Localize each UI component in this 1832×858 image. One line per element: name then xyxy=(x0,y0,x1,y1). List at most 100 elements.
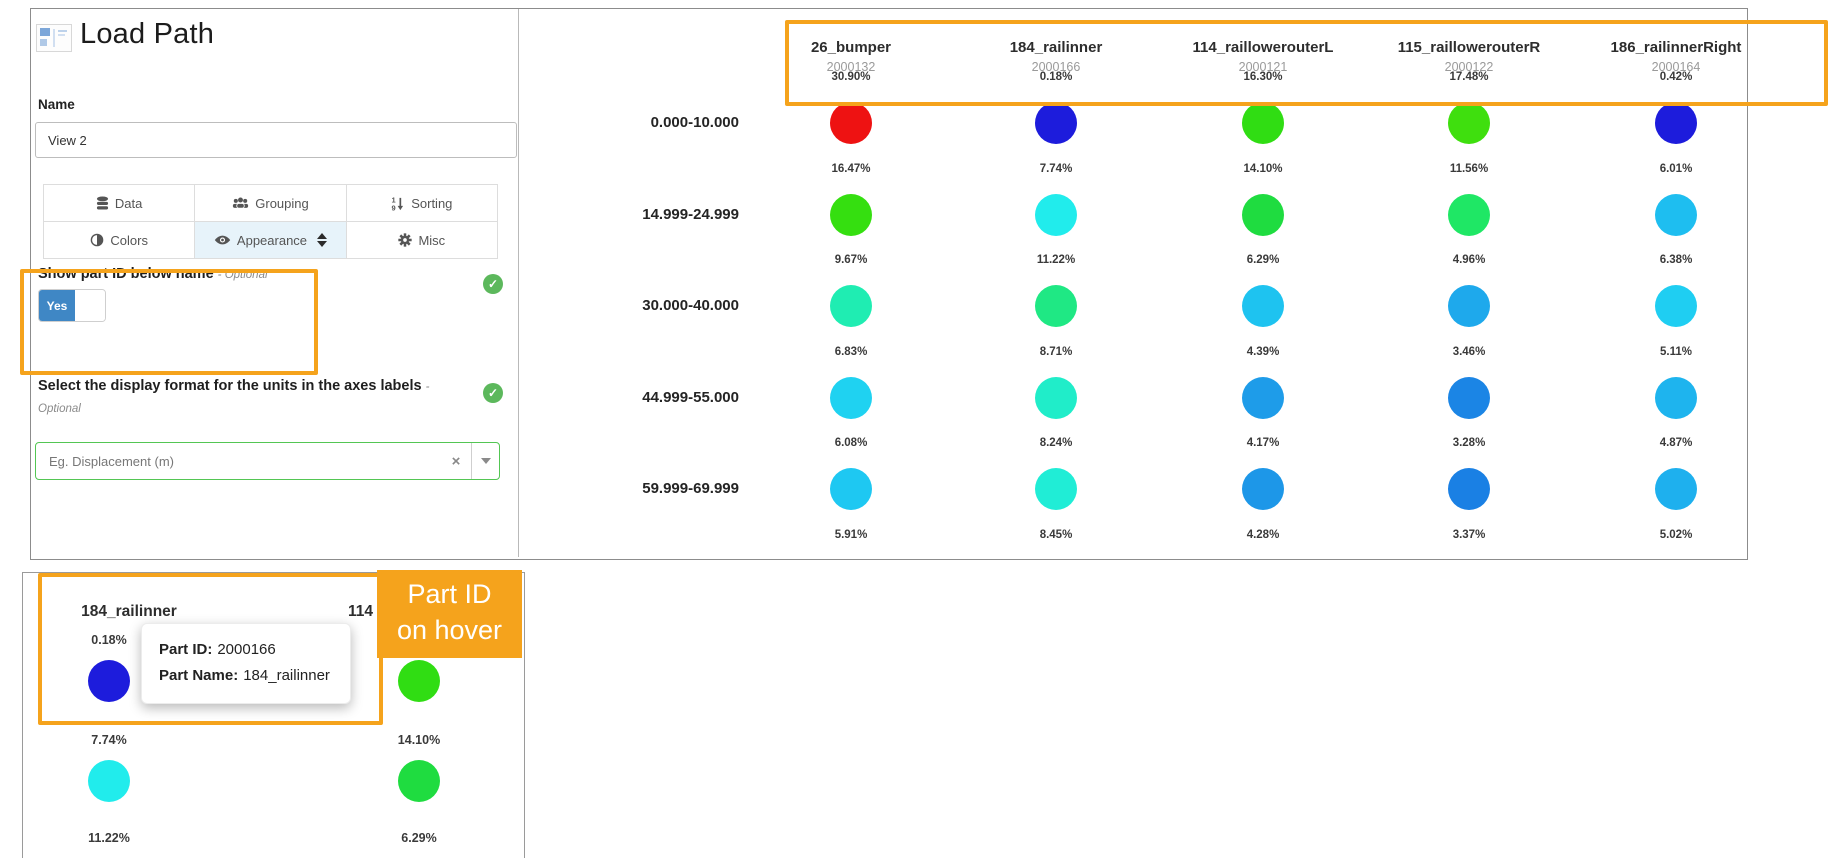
tab-appearance[interactable]: Appearance xyxy=(195,222,347,259)
chevron-down-icon[interactable] xyxy=(471,443,499,479)
bubble-value-label: 6.08% xyxy=(834,437,868,450)
bubble[interactable] xyxy=(1035,376,1077,419)
bubble-value-label: 3.37% xyxy=(1452,529,1486,541)
bubble[interactable] xyxy=(1448,285,1490,328)
snippet-bubble[interactable] xyxy=(88,760,130,802)
tab-colors[interactable]: Colors xyxy=(44,222,196,259)
bubble[interactable] xyxy=(1448,193,1490,236)
snippet-column-header: 184_railinner xyxy=(81,603,177,620)
bubble[interactable] xyxy=(1242,285,1284,328)
bubble-value-label: 8.24% xyxy=(1039,437,1073,450)
row-label: 59.999-69.999 xyxy=(642,480,739,498)
bubble-value-label: 6.38% xyxy=(1659,254,1693,267)
bubble-value-label: 7.74% xyxy=(1039,162,1073,175)
bubble-value-label: 8.71% xyxy=(1039,345,1073,358)
bubble-value-label: 4.96% xyxy=(1452,254,1486,267)
column-part-id: 2000132 xyxy=(826,60,876,74)
bubble-value-label: 8.45% xyxy=(1039,529,1073,541)
bubble-value-label: 5.91% xyxy=(834,529,868,541)
bubble-value-label: 30.90% xyxy=(831,71,871,83)
bubble[interactable] xyxy=(1242,376,1284,419)
toggle-handle xyxy=(75,290,105,321)
tab-sorting[interactable]: 1 9 Sorting xyxy=(346,185,498,222)
bubble-value-label: 11.56% xyxy=(1449,162,1489,175)
bubble[interactable] xyxy=(1035,193,1077,236)
bubble[interactable] xyxy=(1655,102,1697,144)
bubble[interactable] xyxy=(1448,102,1490,144)
bubble[interactable] xyxy=(830,193,872,236)
part-tooltip: Part ID: 2000166 Part Name: 184_railinner xyxy=(141,623,351,704)
bubble-value-label: 4.87% xyxy=(1659,437,1693,450)
reorder-arrows-icon[interactable] xyxy=(317,233,328,247)
bubble[interactable] xyxy=(1448,376,1490,419)
column-header[interactable]: 115_raillowerouterR xyxy=(1397,39,1541,56)
bubble[interactable] xyxy=(1242,468,1284,511)
show-part-id-toggle[interactable]: Yes xyxy=(38,289,106,322)
bubble-value-label: 6.01% xyxy=(1659,162,1693,175)
part-id-on-hover-callout: Part ID on hover xyxy=(377,570,522,658)
bubble[interactable] xyxy=(1035,285,1077,328)
bubble[interactable] xyxy=(1655,193,1697,236)
bubble[interactable] xyxy=(830,285,872,328)
column-header[interactable]: 184_railinner xyxy=(1009,39,1103,56)
bubble-value-label: 14.10% xyxy=(1243,162,1283,175)
snippet-bubble[interactable] xyxy=(88,660,130,702)
bubble-value-label: 16.30% xyxy=(1243,71,1283,83)
bubble[interactable] xyxy=(1448,468,1490,511)
bubble[interactable] xyxy=(1035,102,1077,144)
settings-tabs: Data Grouping 1 9 Sorting Colors xyxy=(43,184,498,259)
bubble-value-label: 3.28% xyxy=(1452,437,1486,450)
bubble[interactable] xyxy=(1242,193,1284,236)
panel-divider xyxy=(518,9,519,557)
bubble[interactable] xyxy=(1035,468,1077,511)
tab-misc[interactable]: Misc xyxy=(346,222,498,259)
snippet-bubble-value-label: 14.10% xyxy=(397,733,441,747)
tab-data[interactable]: Data xyxy=(44,185,196,222)
units-format-label: Select the display format for the units … xyxy=(38,378,430,415)
column-header[interactable]: 26_bumper xyxy=(810,39,892,56)
bubble-value-label: 4.28% xyxy=(1246,529,1280,541)
snippet-bubble-value-label: 0.18% xyxy=(91,633,127,647)
gear-icon xyxy=(398,233,413,247)
bubble-matrix-chart: 26_bumper 2000132 30.90% 16.47% 9.67% 6.83% 6.… xyxy=(519,9,1746,559)
bubble[interactable] xyxy=(1242,102,1284,144)
bubble[interactable] xyxy=(1655,468,1697,511)
column-header[interactable]: 114_raillowerouterL xyxy=(1192,39,1334,56)
valid-check-icon xyxy=(483,274,503,294)
snippet-bubble-value-label: 7.74% xyxy=(91,733,127,747)
view-name-input[interactable] xyxy=(35,122,517,158)
eye-icon xyxy=(214,235,231,245)
bubble-value-label: 3.46% xyxy=(1452,345,1486,358)
row-label: 0.000-10.000 xyxy=(650,114,739,131)
bubble-value-label: 11.22% xyxy=(1036,254,1076,267)
row-label: 44.999-55.000 xyxy=(642,388,739,406)
row-label: 30.000-40.000 xyxy=(642,297,739,315)
valid-check-icon xyxy=(483,383,503,403)
sort-numeric-icon: 1 9 xyxy=(392,196,404,211)
clear-icon[interactable] xyxy=(441,453,471,470)
bubble[interactable] xyxy=(830,376,872,419)
snippet-bubble[interactable] xyxy=(398,760,440,802)
column-header[interactable]: 186_railinnerRight xyxy=(1610,39,1742,56)
bubble-value-label: 0.42% xyxy=(1659,71,1693,83)
bubble-value-label: 5.02% xyxy=(1659,529,1693,541)
bubble-value-label: 9.67% xyxy=(834,254,868,267)
name-label: Name xyxy=(38,97,75,112)
bubble-value-label: 17.48% xyxy=(1449,71,1489,83)
bubble[interactable] xyxy=(830,468,872,511)
column-part-id: 2000166 xyxy=(1031,60,1081,74)
bubble-value-label: 16.47% xyxy=(831,162,871,175)
bubble-value-label: 6.29% xyxy=(1246,254,1280,267)
units-format-select[interactable]: Eg. Displacement (m) xyxy=(35,442,500,480)
snippet-bubble-value-label: 11.22% xyxy=(88,831,130,845)
select-placeholder: Eg. Displacement (m) xyxy=(49,453,174,469)
bubble[interactable] xyxy=(1655,285,1697,328)
tab-grouping[interactable]: Grouping xyxy=(195,185,347,222)
tooltip-part-id-row: Part ID: 2000166 xyxy=(159,641,276,658)
snippet-bubble[interactable] xyxy=(398,660,440,702)
bubble-value-label: 5.11% xyxy=(1660,345,1692,358)
bubble[interactable] xyxy=(1655,376,1697,419)
bubble[interactable] xyxy=(830,102,872,144)
column-part-id: 2000164 xyxy=(1651,60,1701,74)
